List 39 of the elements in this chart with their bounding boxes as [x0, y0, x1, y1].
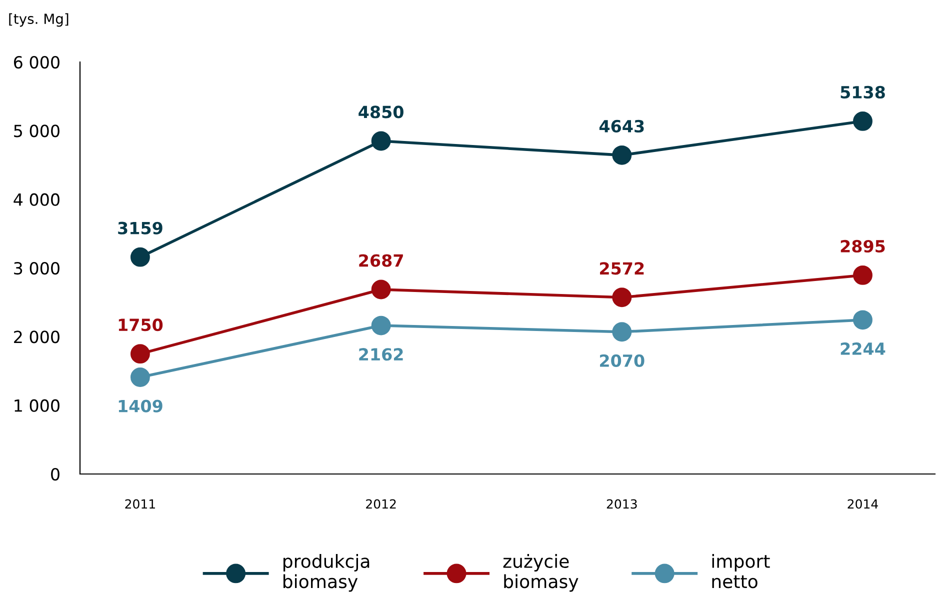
x-tick-label: 2012 — [366, 499, 396, 509]
point — [853, 310, 872, 330]
point — [130, 247, 150, 267]
point — [371, 316, 391, 336]
point — [853, 111, 872, 131]
x-tick-label: 2011 — [125, 499, 155, 509]
y-tick-label: 3 000 — [14, 262, 60, 275]
data-label: 3159 — [118, 222, 162, 234]
point — [612, 145, 632, 165]
y-tick-label: 4 000 — [14, 193, 60, 206]
legend-label: produkcja biomasy — [284, 554, 370, 592]
data-label: 2895 — [840, 240, 885, 253]
legend-label: import netto — [712, 554, 770, 588]
legend-label: zużycie biomasy — [503, 554, 578, 592]
data-label: 2162 — [359, 348, 403, 361]
point — [130, 368, 150, 387]
point — [371, 131, 391, 151]
y-tick-label: 6 000 — [14, 56, 60, 69]
point — [130, 344, 150, 364]
point — [853, 265, 872, 285]
y-tick-label: 2 000 — [14, 330, 60, 344]
point — [612, 288, 632, 308]
x-tick-label: 2013 — [606, 499, 637, 509]
data-label: 2244 — [840, 342, 886, 355]
y-tick-label: 5 000 — [14, 124, 60, 138]
point — [371, 280, 391, 300]
data-label: 1750 — [118, 318, 163, 332]
x-tick-label: 2014 — [848, 499, 878, 509]
y-tick-label: 1 000 — [14, 399, 60, 412]
data-label: 5138 — [840, 86, 885, 99]
y-tick-label: 0 — [51, 468, 60, 481]
data-label: 4850 — [358, 106, 404, 118]
data-label: 1409 — [118, 400, 162, 412]
point — [612, 322, 632, 342]
y-axis-title: [tys. Mg] — [9, 13, 68, 27]
data-label: 4643 — [599, 120, 644, 133]
data-label: 2687 — [359, 254, 403, 267]
data-label: 2572 — [600, 262, 644, 275]
data-label: 2070 — [600, 354, 644, 367]
